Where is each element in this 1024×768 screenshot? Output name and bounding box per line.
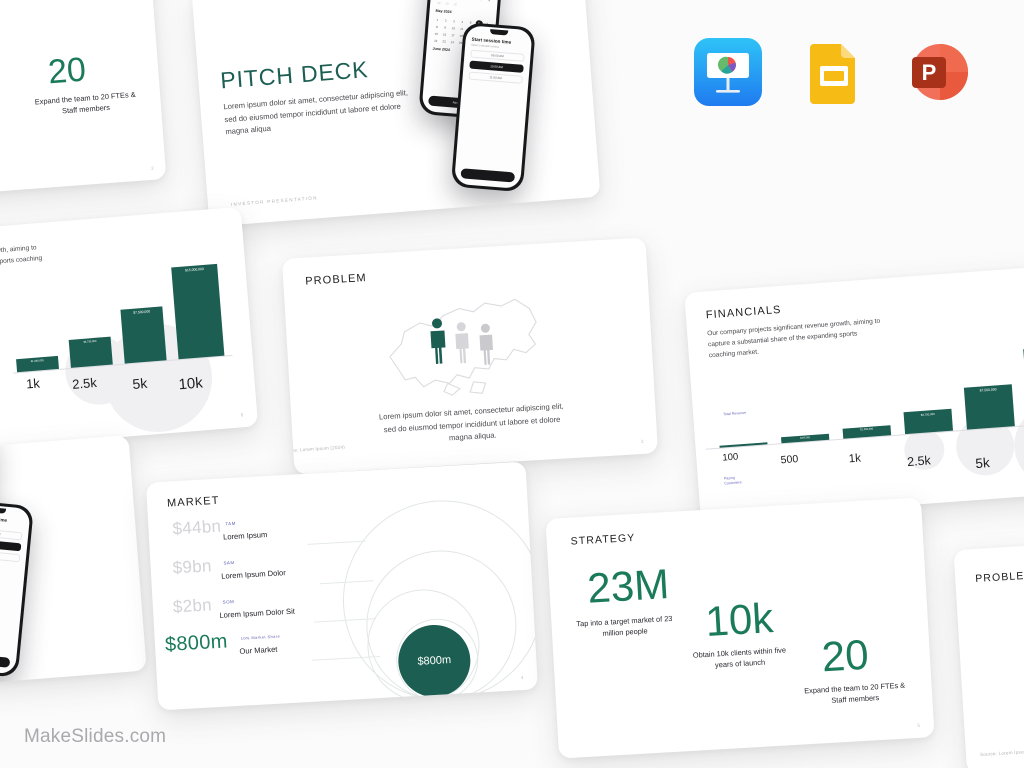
market-tag-our: 10% Market Share	[240, 634, 281, 641]
slide-pitch-deck-cover[interactable]: PITCH DECK Lorem ipsum dolor sit amet, c…	[191, 0, 601, 227]
page-title: PROBLEM	[974, 569, 1024, 585]
bar: $7,500,000	[120, 306, 167, 364]
financials-body-cut: ue growth, aiming to nding sports coachi…	[0, 238, 98, 269]
page-title: PROBLEM	[304, 272, 368, 288]
stat-number-20: 20	[46, 50, 88, 92]
slide-financials[interactable]: FINANCIALS Our company projects signific…	[684, 263, 1024, 521]
x-tick-label: 1k	[25, 375, 41, 392]
slide-phone-mockup-bottomleft[interactable]: Select start session date Pick a date to…	[0, 435, 147, 693]
bar: $3,750,000	[68, 336, 113, 368]
stat-text-cut-2: nch	[0, 58, 20, 73]
x-tick-label: 500	[780, 453, 799, 467]
time-option-selected[interactable]: 10:00 AM	[469, 60, 524, 73]
slide-problem-center[interactable]: PROBLEM Lorem ipsum dol	[281, 237, 659, 475]
phone-time-heading: Start session time	[0, 514, 8, 523]
x-tick-label: 100	[721, 451, 739, 464]
phone-confirm-button[interactable]	[0, 652, 11, 668]
time-option[interactable]: 11:00 AM	[468, 71, 523, 84]
person-icon	[455, 322, 469, 364]
slide-strategy[interactable]: STRATEGY 23M Tap into a target market of…	[545, 497, 935, 759]
stat-number-1: 23M	[586, 560, 671, 612]
market-value-sam: $9bn	[172, 556, 213, 578]
stat-text-20: Expand the team to 20 FTEs & Staff membe…	[34, 89, 136, 116]
source-note: Source: Lorem Ipsum (2024)	[281, 444, 346, 454]
page-title: PITCH DECK	[219, 56, 370, 94]
phone-mockup-time: Start session time Select a duration of …	[0, 499, 34, 678]
financials-body: Our company projects significant revenue…	[706, 317, 881, 360]
google-slides-icon[interactable]	[800, 38, 868, 106]
bar-chart-small: $1,350,000 $3,750,000 $7,500,000 $15,000…	[5, 260, 233, 374]
x-tick-label: 10k	[177, 374, 204, 394]
market-tag-som: SOM	[222, 599, 235, 605]
x-tick-label: 5k	[974, 455, 991, 472]
keynote-icon[interactable]	[694, 38, 762, 106]
market-value-our: $800m	[164, 630, 229, 656]
bar: $15,000,000	[171, 263, 225, 360]
bar: $7,500,000	[963, 384, 1015, 430]
cover-body: Lorem ipsum dolor sit amet, consectetur …	[223, 88, 409, 137]
stat-text-1: Tap into a target market of 23 million p…	[576, 613, 673, 638]
powerpoint-icon[interactable]: P	[903, 38, 971, 106]
x-tick-label: 1k	[848, 452, 862, 466]
stat-text-3: Expand the team to 20 FTEs & Staff membe…	[803, 680, 906, 705]
market-value-som: $2bn	[172, 595, 213, 617]
phone-confirm-button[interactable]	[460, 168, 516, 183]
svg-text:P: P	[922, 60, 937, 85]
problem-body: Lorem ipsum dolor sit amet, consectetur …	[378, 401, 564, 443]
bar: $3,750,000	[903, 408, 953, 435]
time-option[interactable]: 09:00 AM	[470, 49, 525, 62]
slide-financials-partial-left[interactable]: ue growth, aiming to nding sports coachi…	[0, 206, 259, 458]
watermark: MakeSlides.com	[24, 726, 167, 747]
stat-number-3: 20	[820, 630, 870, 681]
market-name-our: Our Market	[239, 644, 278, 656]
page-number: 2	[150, 165, 154, 171]
stat-text-2: Obtain 10k clients within five years of …	[692, 645, 787, 670]
page-title: MARKET	[166, 494, 220, 510]
slide-problem-partial-right[interactable]: PROBLEM Source: Lorem Ipsum (2024)	[953, 530, 1024, 768]
stat-number-2: 10k	[704, 594, 775, 645]
market-tag-tam: TAM	[225, 520, 236, 527]
person-icon	[479, 323, 493, 365]
slide-market[interactable]: MARKET $800m $44bn TAM Lorem Ipsum $9bn …	[145, 461, 539, 711]
market-name-tam: Lorem Ipsum	[222, 530, 268, 542]
source-note: Source: Lorem Ipsum (2024)	[979, 748, 1024, 758]
page-number: 4	[520, 675, 524, 681]
market-name-sam: Lorem Ipsum Dolor	[221, 568, 286, 581]
page-number: 5	[917, 722, 921, 728]
slide-strategy-partial-topleft[interactable]: k s within nch 20 Expand the team to 20 …	[0, 0, 167, 201]
x-axis-label: Paying Customers	[723, 475, 742, 486]
page-title: FINANCIALS	[705, 303, 782, 322]
person-icon-highlighted	[430, 318, 446, 365]
leader-line	[307, 540, 366, 545]
page-number: 6	[240, 412, 244, 418]
market-tag-sam: SAM	[223, 559, 235, 566]
market-value-tam: $44bn	[172, 516, 222, 539]
map-illustration	[372, 285, 558, 403]
market-name-som: Lorem Ipsum Dolor Sit	[219, 606, 296, 620]
x-tick-label: 2.5k	[906, 453, 932, 470]
phone-mockup-time: Start session time Select a duration of …	[450, 21, 536, 193]
page-number: 3	[640, 438, 644, 445]
page-title: STRATEGY	[570, 531, 636, 548]
x-tick-label: 5k	[131, 374, 148, 393]
cover-footer: INVESTOR PRESENTATION	[230, 195, 318, 207]
x-tick-label: 2.5k	[71, 374, 98, 392]
